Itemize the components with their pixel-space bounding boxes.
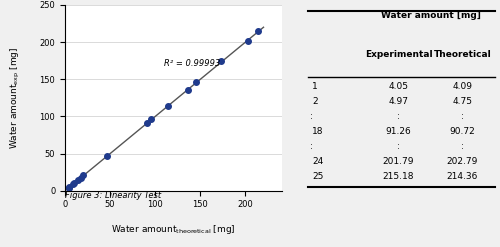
Point [74,178,82,182]
Point [103,154,111,158]
Point [254,29,262,33]
Text: 4.05: 4.05 [388,82,408,91]
Text: 4.97: 4.97 [388,97,408,106]
Text: Figure 3: Linearity Test: Figure 3: Linearity Test [65,191,161,200]
Point [244,39,252,43]
Text: 4.75: 4.75 [452,97,472,106]
Text: 2: 2 [312,97,318,106]
Point [192,80,200,84]
Point [147,117,155,121]
Text: 25: 25 [312,172,324,181]
Point [164,104,172,108]
Text: 214.36: 214.36 [447,172,478,181]
Point [70,182,78,186]
Point [70,181,78,185]
Point [217,59,225,63]
Point [80,173,88,177]
Text: 4.09: 4.09 [452,82,472,91]
Text: :: : [397,142,400,151]
Text: 215.18: 215.18 [383,172,414,181]
Point [66,185,74,189]
Text: R² = 0.99993: R² = 0.99993 [164,59,220,68]
Text: 91.26: 91.26 [386,127,411,136]
Text: Experimental: Experimental [364,50,432,59]
Point [143,121,151,125]
Text: 90.72: 90.72 [450,127,475,136]
Text: 18: 18 [312,127,324,136]
Text: 202.79: 202.79 [447,157,478,166]
Text: Theoretical: Theoretical [434,50,492,59]
Text: Water amount$_{\mathregular{theoretical}}$ [mg]: Water amount$_{\mathregular{theoretical}… [111,223,236,236]
Text: Water amount [mg]: Water amount [mg] [381,11,481,21]
Text: :: : [397,112,400,121]
Text: :: : [461,142,464,151]
Text: :: : [461,112,464,121]
Point [76,176,84,180]
Text: 24: 24 [312,157,323,166]
Point [184,88,192,92]
Text: 201.79: 201.79 [383,157,414,166]
Text: :: : [310,112,314,121]
Text: :: : [310,142,314,151]
Text: Water amount$_{\mathregular{exp}}$ [mg]: Water amount$_{\mathregular{exp}}$ [mg] [8,47,22,149]
Point [64,186,72,190]
Text: 1: 1 [312,82,318,91]
